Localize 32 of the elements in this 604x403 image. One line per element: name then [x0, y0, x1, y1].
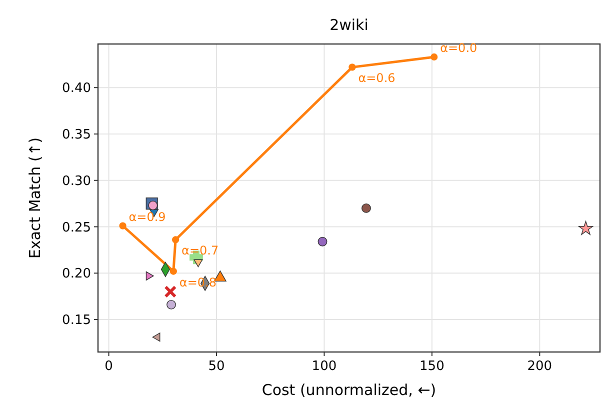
- point: [578, 220, 594, 235]
- annotation: α=0.7: [182, 244, 219, 258]
- y-tick-label: 0.25: [62, 220, 91, 236]
- point: [164, 285, 177, 298]
- point: [119, 222, 126, 230]
- x-tick-label: 0: [104, 359, 113, 374]
- point: [152, 332, 160, 342]
- annotation: α=0.9: [128, 210, 166, 224]
- y-tick-label: 0.20: [62, 266, 91, 282]
- point: [362, 203, 371, 213]
- x-axis-title: Cost (unnormalized, ←): [262, 381, 436, 399]
- y-axis-title: Exact Match (↑): [26, 137, 44, 259]
- y-tick-label: 0.40: [62, 81, 91, 96]
- point: [430, 53, 438, 61]
- y-tick-label: 0.35: [62, 127, 91, 142]
- point: [146, 271, 154, 280]
- point: [170, 268, 177, 275]
- x-tick-label: 200: [527, 359, 552, 374]
- chart-title: 2wiki: [330, 16, 368, 34]
- point: [348, 64, 356, 71]
- point: [166, 300, 176, 310]
- x-tick-label: 150: [420, 359, 444, 374]
- point: [194, 259, 203, 268]
- point: [318, 236, 328, 246]
- y-tick-label: 0.15: [62, 313, 91, 328]
- x-tick-label: 100: [312, 359, 337, 374]
- y-tick-label: 0.30: [62, 174, 91, 189]
- annotation: α=0.6: [358, 71, 396, 86]
- x-tick-label: 50: [208, 359, 225, 374]
- point: [172, 236, 180, 244]
- point: [148, 200, 158, 210]
- annotation: α=0.0: [440, 40, 478, 55]
